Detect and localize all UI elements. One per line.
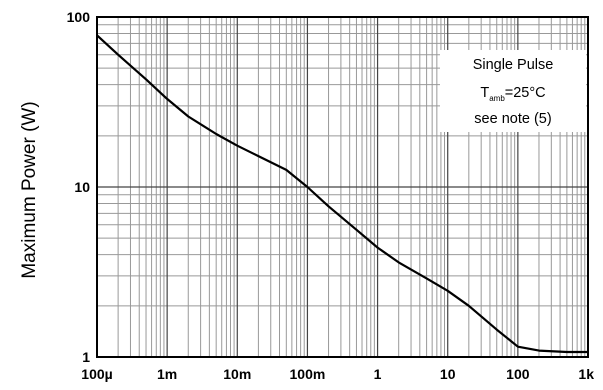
- x-tick-label: 100µ: [81, 366, 112, 382]
- annotation-line2: Tamb=25°C: [480, 85, 545, 103]
- x-tick-label: 1m: [157, 366, 177, 382]
- x-tick-label: 1: [374, 366, 382, 382]
- power-curve: [96, 34, 588, 354]
- x-tick-label: 1k: [578, 366, 594, 382]
- y-axis-title: Maximum Power (W): [19, 101, 40, 278]
- y-tick-label: 1: [82, 349, 90, 365]
- x-tick-label: 10m: [223, 366, 251, 382]
- y-tick-labels: 1 10 100: [67, 9, 91, 365]
- x-tick-label: 100m: [290, 366, 326, 382]
- plot-frame: [96, 16, 589, 358]
- x-tick-labels: 100µ 1m 10m 100m 1 10 100 1k: [81, 366, 594, 382]
- y-tick-label: 100: [67, 9, 91, 25]
- annotation-box: Single Pulse Tamb=25°C see note (5): [440, 50, 586, 132]
- x-tick-label: 100: [506, 366, 530, 382]
- annotation-line3: see note (5): [474, 111, 551, 127]
- x-tick-label: 10: [440, 366, 456, 382]
- annotation-line1: Single Pulse: [473, 57, 554, 73]
- y-tick-label: 10: [74, 179, 90, 195]
